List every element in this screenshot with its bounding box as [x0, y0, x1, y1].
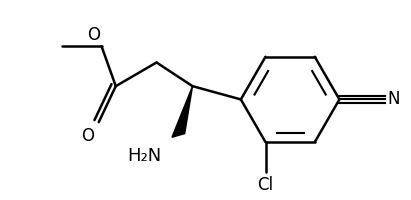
Polygon shape — [172, 86, 192, 137]
Text: O: O — [81, 127, 94, 145]
Text: O: O — [87, 26, 100, 44]
Text: H₂N: H₂N — [127, 147, 161, 165]
Text: Cl: Cl — [257, 176, 274, 194]
Text: N: N — [388, 90, 400, 108]
